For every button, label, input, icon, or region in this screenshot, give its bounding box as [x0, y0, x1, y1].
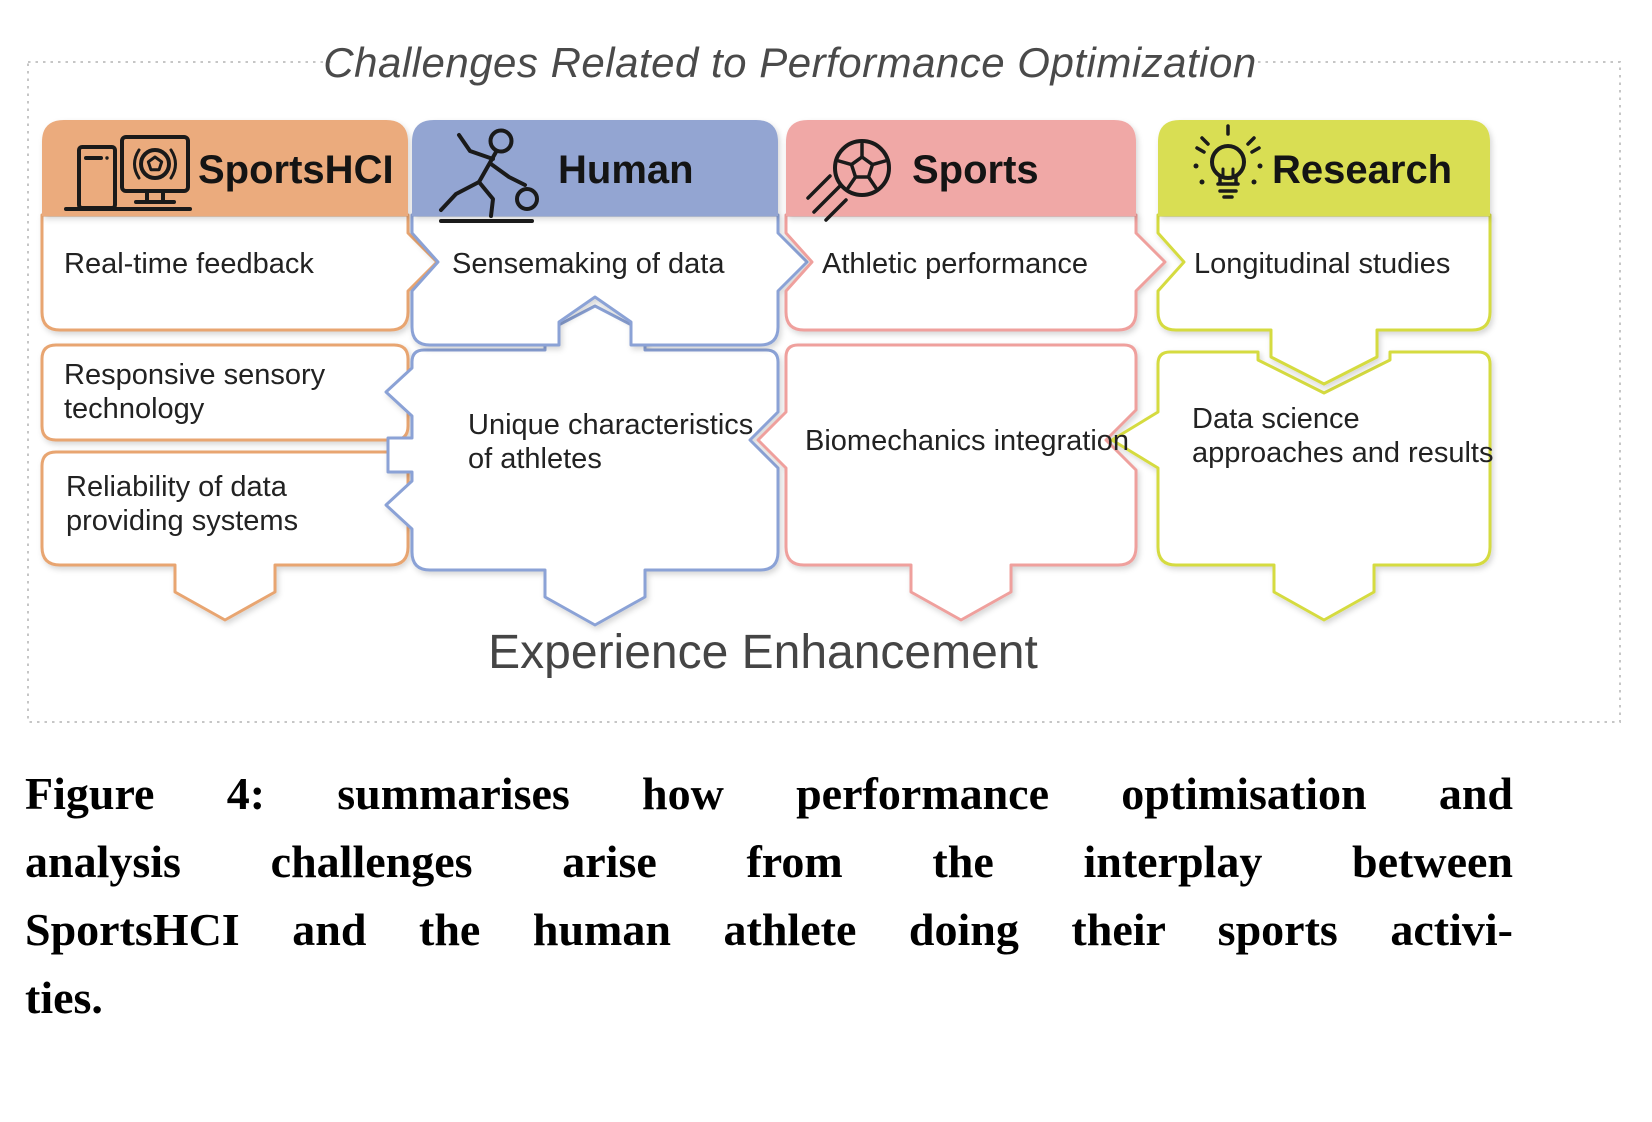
human-header-label: Human [558, 148, 694, 192]
caption-line-4: ties. [25, 972, 103, 1023]
title-backdrop [335, 40, 1250, 86]
human-box-unique [384, 304, 780, 627]
sports-box-biomechanics [756, 343, 1138, 622]
sportshci-responsive-text-line2: technology [64, 393, 205, 425]
sportshci-reliability-text-line1: Reliability of data [66, 471, 288, 503]
human-box-sensemaking [410, 213, 809, 347]
caption-line-2: analysis challenges arise from the inter… [25, 836, 1513, 887]
research-box-longitudinal [1156, 213, 1492, 386]
figure-title: Challenges Related to Performance Optimi… [323, 39, 1256, 86]
sports-biomechanics-text: Biomechanics integration [805, 425, 1129, 457]
sportshci-header-label: SportsHCI [198, 148, 394, 192]
human-unique-text-line1: Unique characteristics [468, 409, 753, 441]
human-header [412, 120, 778, 216]
research-header-label: Research [1272, 148, 1452, 192]
research-box-datascience [1110, 350, 1492, 622]
sportshci-responsive-text-line1: Responsive sensory [64, 359, 326, 391]
experience-enhancement-label: Experience Enhancement [488, 626, 1038, 679]
sports-athletic-text: Athletic performance [822, 248, 1088, 280]
figure-caption: Figure 4: summarises how performance opt… [25, 760, 1513, 1032]
lightbulb-icon [1193, 124, 1263, 199]
research-datascience-text-line2: approaches and results [1192, 437, 1493, 469]
running-athlete-icon [439, 128, 539, 223]
soccer-ball-icon [806, 139, 891, 222]
human-sensemaking-text: Sensemaking of data [452, 248, 725, 280]
sportshci-box-realtime [40, 213, 439, 332]
caption-line-1: Figure 4: summarises how performance opt… [25, 768, 1513, 819]
sports-header-label: Sports [912, 148, 1039, 192]
research-datascience-text-line1: Data science [1192, 403, 1360, 435]
sportshci-realtime-text: Real-time feedback [64, 248, 314, 280]
sports-box-athletic [784, 213, 1167, 332]
figure-diagram: Challenges Related to Performance Optimi… [27, 39, 1621, 723]
research-longitudinal-text: Longitudinal studies [1194, 248, 1450, 280]
human-unique-text-line2: of athletes [468, 443, 602, 475]
caption-line-3: SportsHCI and the human athlete doing th… [25, 904, 1513, 955]
research-header [1158, 120, 1490, 216]
sportshci-reliability-text-line2: providing systems [66, 505, 298, 537]
desktop-computer-soccer-icon [64, 135, 192, 211]
